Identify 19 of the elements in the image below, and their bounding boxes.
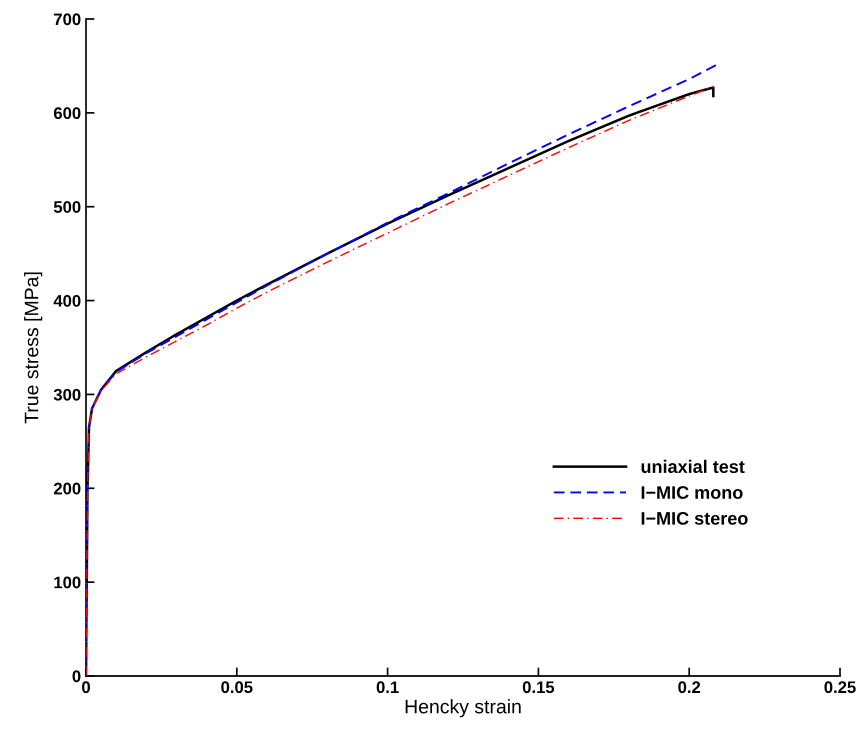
y-tick-label: 200 (54, 482, 80, 494)
x-tick-label: 0 (82, 681, 90, 694)
legend-label: I−MIC mono (642, 486, 743, 499)
x-tick-label: 0.1 (376, 681, 399, 694)
legend-label: uniaxial test (642, 460, 745, 474)
y-tick-label: 700 (54, 13, 80, 26)
y-tick-label: 500 (54, 201, 80, 213)
y-tick-label: 0 (72, 670, 80, 682)
x-tick-label: 0.05 (221, 681, 253, 694)
y-tick-label: 600 (54, 107, 80, 120)
x-tick-label: 0.15 (522, 681, 554, 694)
y-tick-label: 300 (54, 388, 80, 401)
y-tick-label: 400 (54, 294, 80, 307)
x-tick-label: 0.2 (678, 681, 700, 694)
x-tick-label: 0.25 (824, 681, 856, 694)
x-axis-title: Hencky strain (406, 699, 521, 718)
y-tick-label: 100 (54, 576, 80, 588)
y-axis-title: True stress [MPa] (24, 272, 42, 424)
legend-label: I−MIC stereo (642, 512, 748, 525)
